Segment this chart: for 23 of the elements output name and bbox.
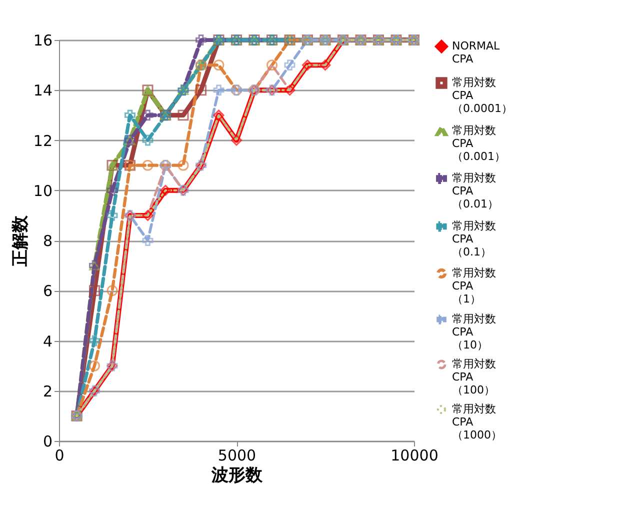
y-tick-label: 2 [42, 382, 52, 400]
y-tick-label: 12 [33, 132, 52, 150]
legend-label: 常用対数 CPA （10） [452, 312, 496, 352]
y-tick-label: 6 [42, 282, 52, 300]
y-tick-label: 14 [33, 82, 52, 100]
y-tick-label: 10 [33, 182, 52, 200]
x-tick-label: 5000 [218, 446, 256, 464]
legend-label: 常用対数 CPA （100） [452, 358, 496, 396]
legend-label: 常用対数 CPA （0.1） [452, 220, 496, 258]
y-tick-label: 8 [42, 232, 52, 250]
legend-label: 常用対数 CPA （0.0001） [452, 76, 512, 115]
legend-label: 常用対数 CPA （0.001） [452, 124, 506, 163]
x-tick-label: 0 [54, 446, 64, 464]
legend-label: 常用対数 CPA （0.01） [452, 172, 498, 210]
y-tick-label: 0 [42, 432, 52, 450]
y-axis-title: 正解数 [10, 214, 30, 268]
x-axis-title: 波形数 [210, 466, 264, 486]
legend-label: 常用対数 CPA （1000） [452, 402, 502, 442]
y-tick-label: 4 [42, 332, 52, 350]
x-tick-label: 10000 [390, 446, 438, 464]
y-tick-label: 16 [33, 32, 52, 50]
legend-label: 常用対数 CPA （1） [452, 266, 496, 306]
legend-label: NORMAL CPA [452, 40, 501, 66]
